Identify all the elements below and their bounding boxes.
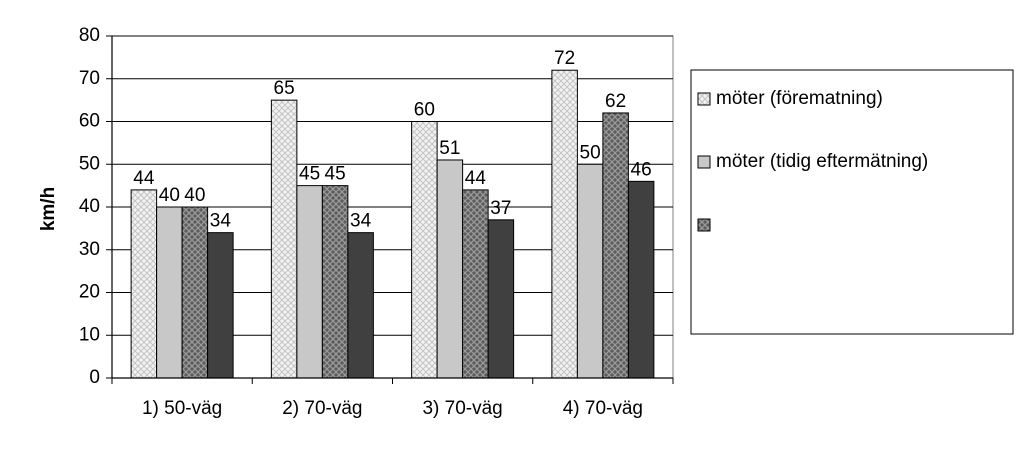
bar: [602, 112, 629, 379]
data-label: 62: [605, 91, 626, 112]
bar: [627, 180, 655, 379]
x-tick-label: 2) 70-väg: [282, 398, 362, 419]
y-tick-label: 20: [79, 282, 100, 303]
legend-label: möter (förematning): [716, 88, 883, 109]
data-label: 44: [465, 168, 487, 189]
bar: [487, 219, 515, 379]
bar: [130, 189, 158, 379]
bar: [207, 232, 234, 379]
data-label: 65: [274, 78, 295, 99]
bar: [436, 159, 464, 379]
bar: [347, 232, 374, 379]
data-label: 72: [554, 48, 575, 69]
x-tick-label: 3) 70-väg: [422, 398, 502, 419]
bar: [156, 206, 183, 379]
y-tick-label: 40: [79, 196, 100, 217]
data-label: 34: [210, 211, 232, 232]
legend-swatch: [697, 218, 711, 232]
y-axis-title: km/h: [38, 187, 59, 231]
y-tick-label: 0: [89, 367, 100, 388]
x-tick-label: 4) 70-väg: [563, 398, 643, 419]
legend-swatch: [697, 92, 711, 106]
x-tick-label: 1) 50-väg: [142, 398, 222, 419]
data-label: 45: [299, 164, 320, 185]
data-label: 34: [350, 211, 372, 232]
data-label: 40: [184, 185, 205, 206]
bar: [411, 121, 438, 379]
data-label: 51: [439, 138, 460, 159]
legend-label: möter (tidig eftermätning): [716, 151, 928, 172]
bar: [296, 185, 323, 379]
legend-swatch: [697, 155, 711, 169]
data-label: 45: [325, 164, 346, 185]
y-tick-label: 70: [79, 68, 100, 89]
data-label: 46: [631, 159, 652, 180]
legend: möter (förematning) möter (tidig eftermät…: [690, 69, 1014, 335]
data-label: 50: [580, 142, 601, 163]
y-tick-label: 80: [79, 25, 100, 46]
bar: [321, 185, 349, 379]
y-tick-label: 50: [79, 153, 100, 174]
bar: [576, 163, 604, 379]
bar: [181, 206, 209, 379]
data-label: 37: [490, 198, 511, 219]
bar: [270, 99, 298, 379]
data-label: 40: [159, 185, 180, 206]
legend-box: [690, 69, 1014, 335]
data-label: 60: [414, 100, 435, 121]
y-tick-label: 60: [79, 111, 100, 132]
y-tick-label: 10: [79, 324, 100, 345]
y-tick-label: 30: [79, 239, 100, 260]
bar: [462, 189, 489, 379]
bar: [551, 69, 578, 379]
data-label: 44: [133, 168, 155, 189]
